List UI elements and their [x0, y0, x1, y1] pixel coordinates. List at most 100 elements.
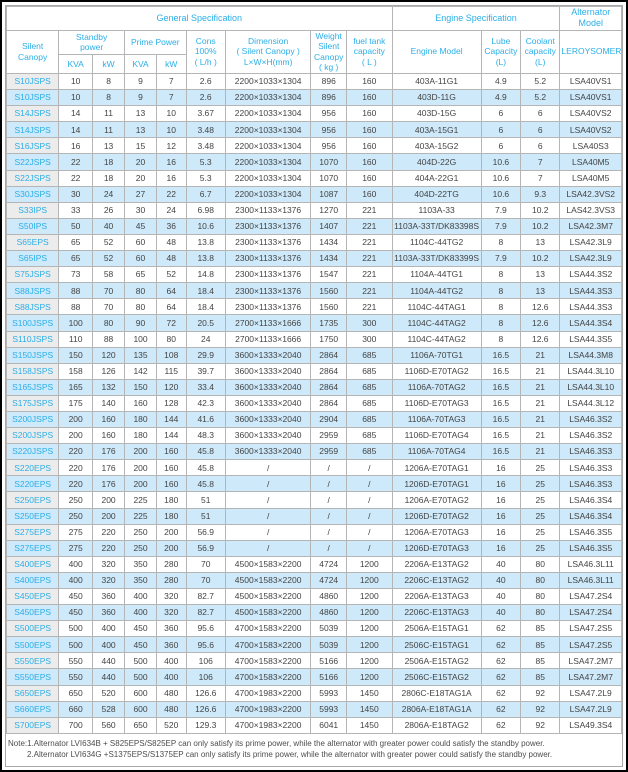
- cell-engine-model: 2206A-E13TAG3: [391, 587, 482, 606]
- cell-cons: 3.48: [185, 121, 226, 139]
- cell-model[interactable]: S158JSPS: [6, 362, 60, 380]
- cell-model[interactable]: S65IPS: [6, 250, 60, 268]
- cell-prime-kva: 250: [124, 539, 158, 557]
- cell-cons: 82.7: [185, 587, 226, 606]
- cell-fuel-tank: 1200: [346, 604, 393, 622]
- cell-model[interactable]: S100JSPS: [6, 314, 60, 332]
- cell-engine-model: 1106A-70TAG3: [391, 410, 482, 429]
- cell-model[interactable]: S165JSPS: [6, 378, 60, 396]
- cell-fuel-tank: 221: [346, 233, 393, 252]
- cell-cons: 95.6: [185, 620, 226, 638]
- cell-lube-capacity: 62: [480, 620, 522, 638]
- cell-model[interactable]: S14JSPS: [6, 105, 60, 123]
- cell-cons: 41.6: [185, 410, 226, 429]
- cell-model[interactable]: S30JSPS: [6, 185, 60, 203]
- cell-standby-kw: 26: [92, 201, 126, 219]
- table-row: S30JSPS 30 24 27 22 6.7 2200×1033×1304 1087 160 4…: [6, 185, 622, 203]
- cell-model[interactable]: S220JSPS: [6, 443, 60, 461]
- cell-standby-kw: 18: [92, 153, 126, 171]
- cell-model[interactable]: S220EPS: [6, 459, 60, 477]
- cell-fuel-tank: 1200: [346, 587, 393, 606]
- cell-alternator: LSA42.3L9: [559, 250, 622, 268]
- cell-model[interactable]: S200JSPS: [6, 410, 60, 429]
- cell-prime-kva: 500: [124, 652, 158, 670]
- cell-model[interactable]: S16JSPS: [6, 137, 60, 155]
- cell-model[interactable]: S550EPS: [6, 668, 60, 686]
- cell-model[interactable]: S175JSPS: [6, 394, 60, 412]
- cell-model[interactable]: S14JSPS: [6, 121, 60, 139]
- cell-standby-kva: 22: [58, 153, 94, 171]
- cell-fuel-tank: /: [346, 523, 393, 541]
- cell-lube-capacity: 16.5: [480, 427, 522, 445]
- cell-fuel-tank: /: [346, 459, 393, 477]
- cell-cons: 20.5: [185, 314, 226, 332]
- cell-model[interactable]: S110JSPS: [6, 330, 60, 348]
- cell-model[interactable]: S22JSPS: [6, 169, 60, 187]
- cell-alternator: LSA44.3S3: [559, 298, 622, 316]
- cell-weight: 1087: [310, 185, 348, 203]
- cell-model[interactable]: S150JSPS: [6, 346, 60, 364]
- cell-weight: 2864: [310, 378, 348, 396]
- cell-model[interactable]: S700EPS: [6, 716, 60, 735]
- cell-standby-kw: 320: [92, 555, 126, 573]
- cell-model[interactable]: S200JSPS: [6, 427, 60, 445]
- cell-model[interactable]: S88JSPS: [6, 282, 60, 300]
- cell-cons: 18.4: [185, 298, 226, 316]
- cell-model[interactable]: S220EPS: [6, 475, 60, 493]
- table-row: S16JSPS 16 13 15 12 3.48 2200×1033×1304 956 160 4…: [6, 137, 622, 155]
- cell-prime-kw: 200: [156, 523, 187, 541]
- cell-model[interactable]: S275EPS: [6, 523, 60, 541]
- cell-engine-model: 1106D-E70TAG4: [391, 427, 482, 445]
- cell-model[interactable]: S10JSPS: [6, 89, 60, 107]
- cell-fuel-tank: /: [346, 507, 393, 525]
- cell-prime-kva: 180: [124, 427, 158, 445]
- cell-model[interactable]: S450EPS: [6, 587, 60, 606]
- cell-prime-kva: 200: [124, 475, 158, 493]
- cell-engine-model: 2206C-E13TAG2: [391, 571, 482, 590]
- cell-standby-kva: 500: [58, 636, 94, 654]
- table-row: S200JSPS 200 160 180 144 41.6 3600×1333×2040 29…: [6, 410, 622, 429]
- cell-prime-kw: 480: [156, 684, 187, 702]
- cell-model[interactable]: S660EPS: [6, 700, 60, 718]
- cell-alternator: LSA46.3L11: [559, 555, 622, 573]
- cell-fuel-tank: 221: [346, 250, 393, 268]
- cell-model[interactable]: S400EPS: [6, 571, 60, 590]
- cell-model[interactable]: S10JSPS: [6, 72, 60, 91]
- cell-coolant-capacity: 80: [520, 571, 561, 590]
- cell-model[interactable]: S500EPS: [6, 636, 60, 654]
- cell-weight: 1750: [310, 330, 348, 348]
- cell-standby-kw: 320: [92, 571, 126, 590]
- cell-dimension: 2300×1133×1376: [224, 298, 312, 316]
- cell-alternator: LSA46.3S2: [559, 427, 622, 445]
- cell-engine-model: 1206A-E70TAG3: [391, 523, 482, 541]
- header-weight: Weight Silent Canopy ( kg ): [310, 29, 348, 74]
- cell-weight: /: [310, 507, 348, 525]
- cell-cons: 51: [185, 507, 226, 525]
- cell-model[interactable]: S250EPS: [6, 507, 60, 525]
- cell-model[interactable]: S275EPS: [6, 539, 60, 557]
- cell-model[interactable]: S50IPS: [6, 217, 60, 235]
- cell-model[interactable]: S250EPS: [6, 491, 60, 509]
- cell-model[interactable]: S550EPS: [6, 652, 60, 670]
- cell-dimension: 3600×1333×2040: [224, 362, 312, 380]
- cell-model[interactable]: S33IPS: [6, 201, 60, 219]
- cell-model[interactable]: S500EPS: [6, 620, 60, 638]
- cell-prime-kw: 200: [156, 539, 187, 557]
- cell-dimension: 2700×1133×1666: [224, 330, 312, 348]
- cell-model[interactable]: S400EPS: [6, 555, 60, 573]
- cell-model[interactable]: S88JSPS: [6, 298, 60, 316]
- cell-coolant-capacity: 80: [520, 555, 561, 573]
- cell-lube-capacity: 4.9: [480, 72, 522, 91]
- cell-engine-model: 2806C-E18TAG1A: [391, 684, 482, 702]
- cell-prime-kva: 500: [124, 668, 158, 686]
- cell-model[interactable]: S65EPS: [6, 233, 60, 252]
- cell-prime-kw: 144: [156, 410, 187, 429]
- cell-model[interactable]: S22JSPS: [6, 153, 60, 171]
- footer-notes: Note:1.Alternator LVI634B + S825EPS/S825…: [6, 734, 622, 766]
- cell-model[interactable]: S650EPS: [6, 684, 60, 702]
- cell-lube-capacity: 40: [480, 555, 522, 573]
- cell-prime-kw: 128: [156, 394, 187, 412]
- cell-model[interactable]: S75JSPS: [6, 266, 60, 284]
- cell-alternator: LSA46.3S5: [559, 523, 622, 541]
- cell-model[interactable]: S450EPS: [6, 604, 60, 622]
